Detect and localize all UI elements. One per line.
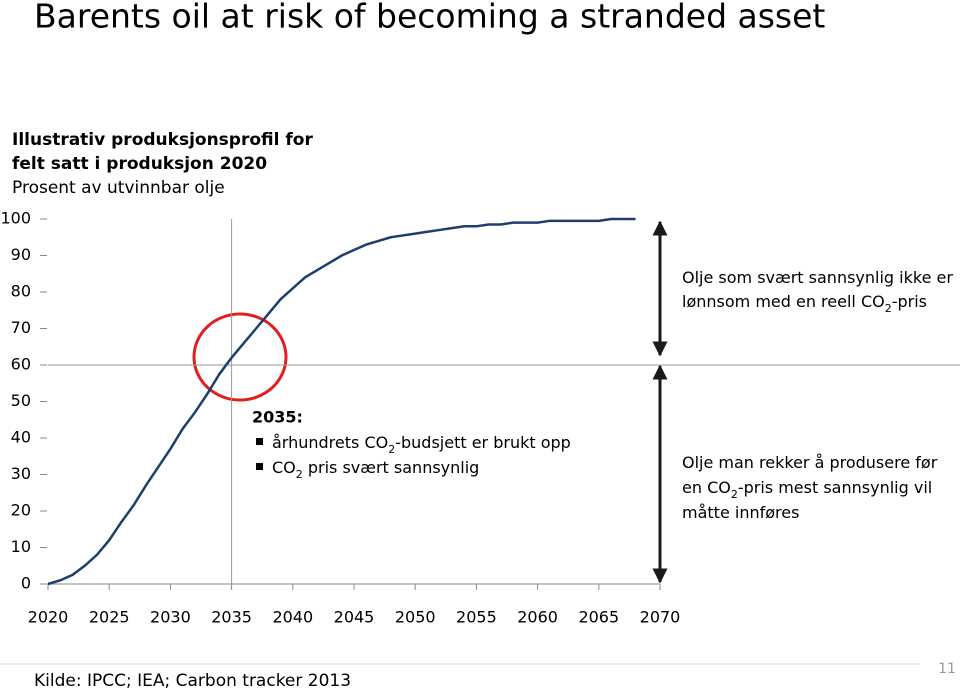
- annotation-text: måtte innføres: [682, 503, 799, 522]
- annotation-text: århundrets CO2-budsjett er brukt opp: [272, 433, 571, 456]
- subscript: 2: [731, 488, 738, 501]
- x-tick-label: 2030: [150, 608, 191, 627]
- annotation-part: lønnsom med en reell CO: [682, 292, 885, 311]
- x-tick-label: 2045: [334, 608, 375, 627]
- x-tick-label: 2060: [517, 608, 558, 627]
- annotation-part: måtte innføres: [682, 503, 799, 522]
- y-tick-label: 0: [21, 574, 31, 593]
- y-tick-label: 80: [11, 282, 31, 301]
- y-tick-label: 70: [11, 318, 31, 337]
- annotation-title: 2035:: [252, 408, 303, 427]
- y-tick-label: 50: [11, 391, 31, 410]
- annotation-text: Olje man rekker å produsere før: [682, 453, 938, 472]
- y-axis-label: Prosent av utvinnbar olje: [12, 178, 225, 198]
- x-tick-label: 2040: [272, 608, 313, 627]
- y-tick-label: 10: [11, 537, 31, 556]
- y-tick-label: 100: [0, 209, 31, 228]
- x-tick-label: 2020: [28, 608, 69, 627]
- annotation-part: en CO: [682, 478, 731, 497]
- highlight-circle: [192, 312, 288, 402]
- annotation-text: en CO2-pris mest sannsynlig vil: [682, 478, 932, 501]
- y-tick-label: 90: [11, 245, 31, 264]
- chart-title: Barents oil at risk of becoming a strand…: [34, 0, 825, 36]
- source: Kilde: IPCC; IEA; Carbon tracker 2013: [34, 671, 351, 691]
- subscript: 2: [885, 302, 892, 315]
- page-number: 11: [938, 661, 956, 677]
- annotation-part: -budsjett er brukt opp: [395, 433, 571, 452]
- annotation-part: CO: [272, 458, 296, 477]
- subtitle: Illustrativ produksjonsprofil for: [12, 130, 313, 150]
- x-tick-label: 2065: [578, 608, 619, 627]
- annotation-part: -pris mest sannsynlig vil: [738, 478, 932, 497]
- y-tick-label: 40: [11, 428, 31, 447]
- y-tick-label: 30: [11, 464, 31, 483]
- annotation-part: Olje som svært sannsynlig ikke er: [682, 268, 953, 287]
- bullet: [256, 438, 263, 445]
- annotation-part: århundrets CO: [272, 433, 388, 452]
- annotation-part: -pris: [892, 292, 927, 311]
- annotation-text: lønnsom med en reell CO2-pris: [682, 292, 927, 315]
- bullet: [256, 463, 263, 470]
- y-tick-label: 20: [11, 501, 31, 520]
- annotation-part: pris svært sannsynlig: [303, 458, 480, 477]
- y-tick-label: 60: [11, 355, 31, 374]
- subscript: 2: [296, 468, 303, 481]
- x-tick-label: 2035: [211, 608, 252, 627]
- subscript: 2: [388, 443, 395, 456]
- x-tick-label: 2070: [640, 608, 681, 627]
- x-tick-label: 2055: [456, 608, 497, 627]
- x-tick-label: 2050: [395, 608, 436, 627]
- annotation-text: Olje som svært sannsynlig ikke er: [682, 268, 953, 287]
- data-line: [47, 217, 636, 586]
- x-tick-label: 2025: [89, 608, 130, 627]
- annotation-part: Olje man rekker å produsere før: [682, 453, 938, 472]
- annotation-text: CO2 pris svært sannsynlig: [272, 458, 479, 481]
- subtitle: felt satt i produksjon 2020: [12, 154, 267, 174]
